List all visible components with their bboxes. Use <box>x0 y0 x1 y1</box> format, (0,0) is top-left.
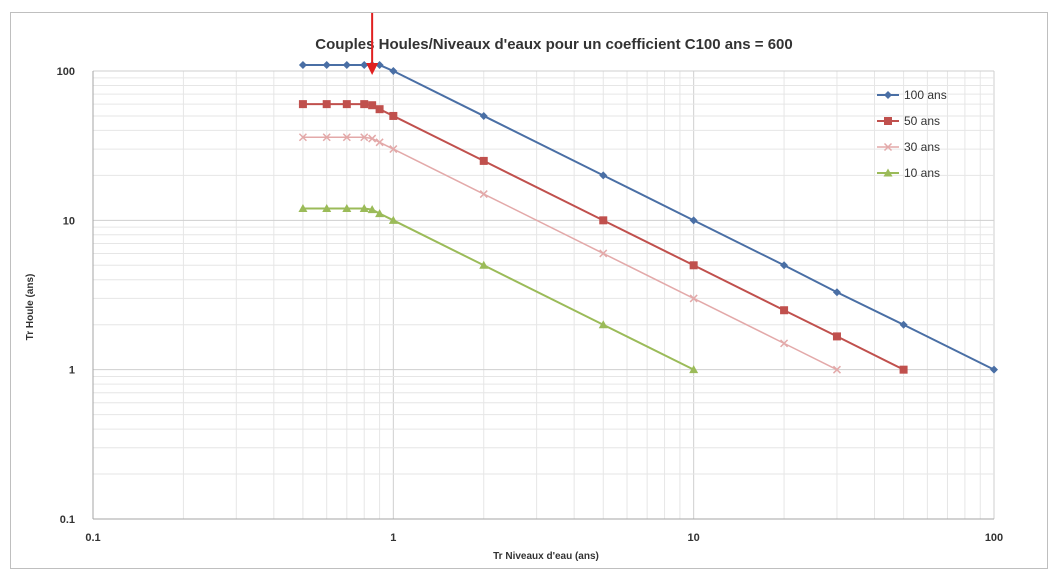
data-point <box>368 134 377 143</box>
data-point <box>479 260 489 269</box>
x-tick-label: 1 <box>390 532 396 544</box>
series-50-ans <box>298 100 908 374</box>
data-point <box>599 171 608 180</box>
data-point <box>322 204 332 213</box>
data-point <box>689 261 698 270</box>
data-point <box>389 145 398 154</box>
data-point <box>479 156 488 165</box>
y-tick-label: 1 <box>69 365 75 377</box>
chart-frame: 0.1 1 10 100 0.1 1 10 100 Couples Houles/Niveau… <box>10 12 1048 569</box>
data-point <box>368 101 377 110</box>
data-point <box>832 288 841 297</box>
data-point <box>780 261 789 270</box>
legend-swatch-marker <box>883 168 893 177</box>
legend-swatch-marker <box>884 91 892 99</box>
chart-svg: 0.1 1 10 100 0.1 1 10 100 Couples Houles/Niveau… <box>25 13 1004 562</box>
legend-label: 10 ans <box>904 166 940 180</box>
data-point <box>899 320 908 329</box>
series-10-ans <box>298 204 699 374</box>
red-arrow-annotation <box>366 13 379 75</box>
data-point <box>388 215 398 224</box>
data-point <box>298 100 307 109</box>
data-point <box>389 67 398 75</box>
chart-title: Couples Houles/Niveaux d'eaux pour un co… <box>315 36 792 53</box>
data-point <box>689 365 699 374</box>
legend-label: 30 ans <box>904 140 940 154</box>
data-point <box>689 294 698 303</box>
data-point <box>899 365 908 374</box>
x-tick-label: 100 <box>985 532 1003 544</box>
y-tick-label: 0.1 <box>60 514 75 526</box>
data-point <box>298 204 308 213</box>
arrow-head <box>366 63 379 75</box>
x-axis-label: Tr Niveaux d'eau (ans) <box>493 551 599 562</box>
data-point <box>342 100 351 109</box>
data-point <box>990 365 998 374</box>
data-point <box>479 190 488 199</box>
data-point <box>298 61 307 69</box>
data-point <box>342 133 351 142</box>
legend-swatch-marker <box>884 117 892 125</box>
data-point <box>599 216 608 225</box>
data-point <box>375 105 384 114</box>
data-point <box>367 205 377 214</box>
data-point <box>298 133 307 142</box>
x-tick-label: 10 <box>688 532 700 544</box>
y-axis-label: Tr Houle (ans) <box>25 274 36 341</box>
series-layer <box>298 61 998 374</box>
axes: 0.1 1 10 100 0.1 1 10 100 <box>57 66 1004 544</box>
data-point <box>322 61 331 69</box>
legend-item: 30 ans <box>877 140 940 154</box>
legend-item: 10 ans <box>877 166 940 180</box>
data-point <box>375 209 385 218</box>
series-line <box>302 207 695 371</box>
grid <box>92 70 995 520</box>
series-30-ans <box>298 133 841 374</box>
series-line <box>302 136 838 371</box>
data-point <box>322 133 331 142</box>
legend-swatch-marker <box>883 142 893 152</box>
series-100-ans <box>298 61 998 374</box>
data-point <box>780 339 789 348</box>
x-tick-label: 0.1 <box>85 532 100 544</box>
data-point <box>360 100 369 109</box>
data-point <box>780 306 789 315</box>
series-line <box>302 64 995 371</box>
data-point <box>375 138 384 147</box>
data-point <box>342 204 352 213</box>
legend-label: 100 ans <box>904 88 947 102</box>
data-point <box>479 111 488 120</box>
y-tick-label: 10 <box>63 215 75 227</box>
data-point <box>832 365 841 374</box>
legend-item: 100 ans <box>877 88 947 102</box>
data-point <box>598 320 608 329</box>
data-point <box>322 100 331 109</box>
y-tick-label: 100 <box>57 66 75 78</box>
legend: 100 ans 50 ans 30 ans 10 ans <box>877 88 947 180</box>
data-point <box>689 216 698 225</box>
data-point <box>360 61 369 69</box>
data-point <box>360 133 369 142</box>
data-point <box>389 111 398 120</box>
data-point <box>342 61 351 69</box>
data-point <box>359 204 369 213</box>
data-point <box>832 332 841 341</box>
legend-item: 50 ans <box>877 114 940 128</box>
legend-label: 50 ans <box>904 114 940 128</box>
data-point <box>599 249 608 258</box>
